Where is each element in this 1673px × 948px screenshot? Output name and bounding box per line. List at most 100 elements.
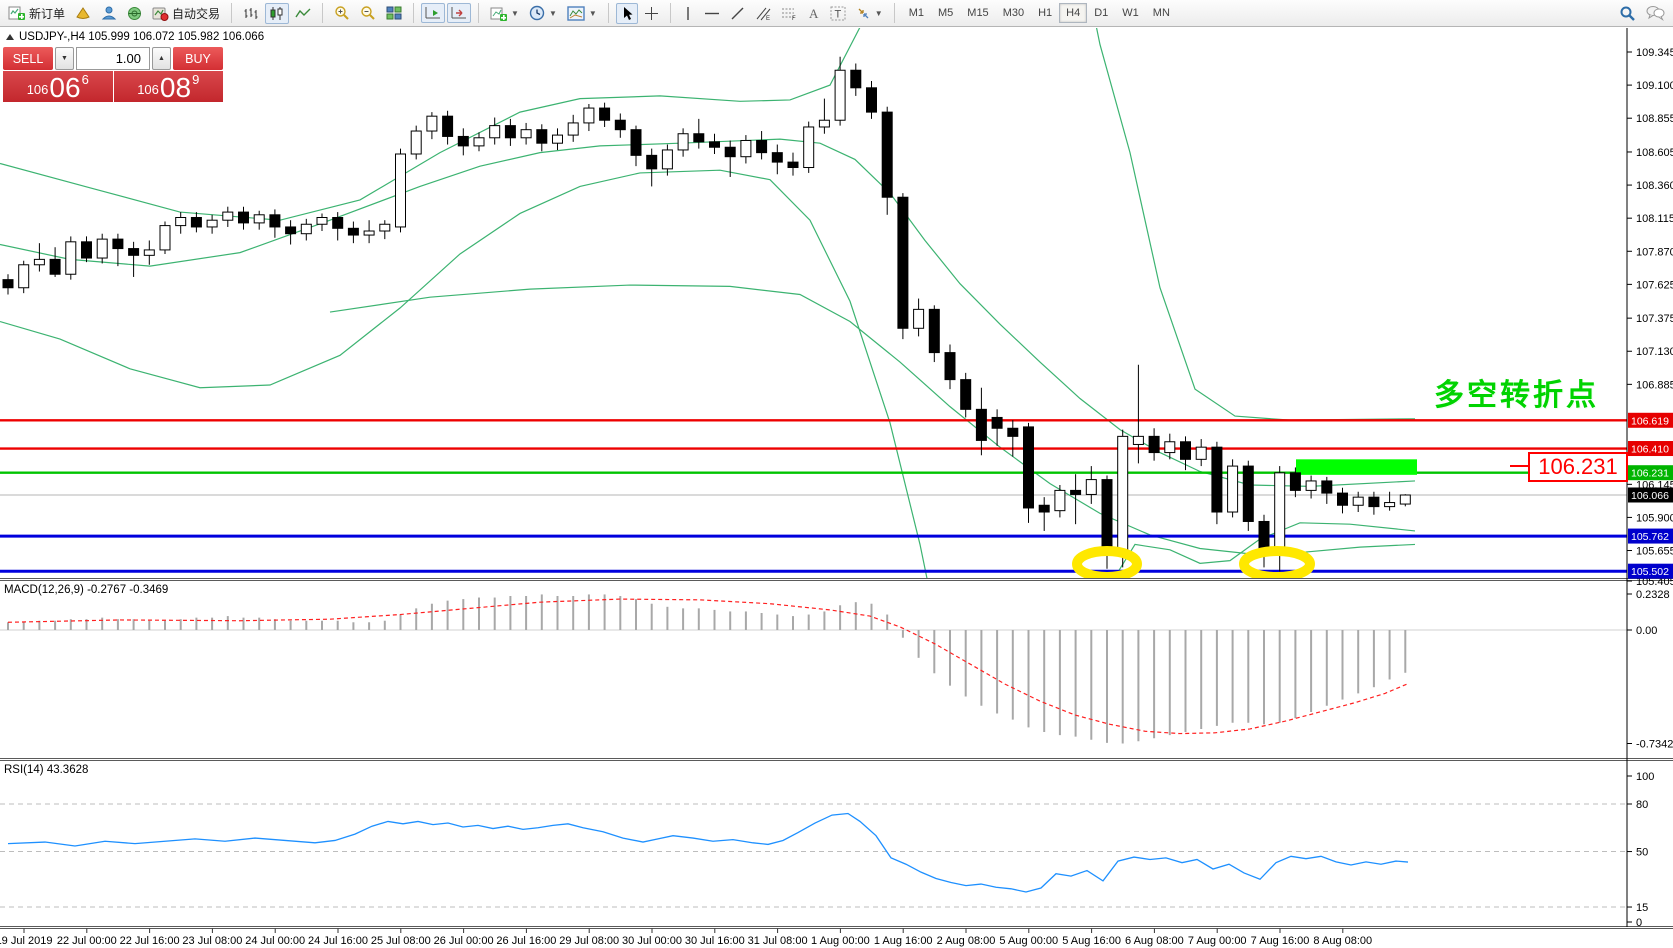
label-button[interactable]: T [826,3,850,24]
horizontal-line-button[interactable] [700,4,724,23]
svg-text:F: F [792,16,796,21]
candle-body [677,133,689,151]
contacts-icon [101,6,117,20]
time-label: 8 Aug 08:00 [1313,935,1372,947]
candle-body [960,379,972,410]
vertical-line-button[interactable] [678,3,698,24]
chart-area[interactable]: 109.345 109.100 108.855 108.605 108.360 108.1… [0,27,1673,948]
chevron-down-icon: ▼ [874,8,883,18]
candle-body [646,154,658,170]
zoom-in-icon [335,6,349,20]
sell-price[interactable]: 106 06 6 [3,71,113,102]
candle-body [1070,489,1082,495]
candle-body [1289,472,1301,491]
tile-windows-button[interactable] [382,3,406,23]
price-tick-label: 109.100 [1636,80,1673,92]
price-badge-105.502 [1628,563,1673,579]
price-chart[interactable]: 109.345 109.100 108.855 108.605 108.360 108.1… [0,27,1673,948]
candle-body [599,107,611,121]
candle-body [1352,496,1364,506]
zoom-in-button[interactable] [330,2,354,24]
candle-body [504,125,516,139]
candle-body [567,122,579,136]
buy-price[interactable]: 106 08 9 [113,71,223,102]
autotrade-button[interactable]: 自动交易 [148,2,224,25]
candle-body [316,216,328,225]
time-label: 2 Aug 08:00 [937,935,996,947]
volume-increase-button[interactable]: ▲ [152,47,171,70]
price-tick-label: 105.655 [1636,546,1673,558]
timeframe-m30[interactable]: M30 [1002,7,1025,19]
macd-tick-label: 0.00 [1636,625,1657,637]
svg-text:A: A [809,6,819,20]
candle-body [65,241,77,275]
macd-tick-label: -0.7342 [1636,739,1673,751]
timeframe-m1[interactable]: M1 [908,7,924,19]
timeframe-d1[interactable]: D1 [1094,7,1109,19]
candle-body [143,249,155,256]
candle-body [536,129,548,144]
fibonacci-button[interactable]: F [777,3,801,24]
candle-body [1227,465,1239,513]
channel-button[interactable]: E [751,3,775,24]
volume-input[interactable]: 1.00 [76,47,150,70]
period-button[interactable]: ▼ [525,2,561,24]
chat-button[interactable] [1642,2,1669,24]
price-tick-label: 109.345 [1636,47,1673,59]
candle-body [96,238,108,259]
candle-body [442,115,454,137]
big-price-label[interactable]: 106.231 [1528,452,1628,482]
new-chart-button[interactable]: ▼ [486,3,523,24]
arrows-button[interactable]: ▼ [852,3,887,24]
candle-body [928,308,940,354]
auto-scroll-button[interactable] [421,3,446,23]
line-chart-button[interactable] [291,3,315,24]
candle-body [693,133,705,143]
candle-body [1305,480,1317,491]
timeframe-m5[interactable]: M5 [938,7,954,19]
globe-button[interactable] [123,3,146,24]
toolbar-separator [322,3,324,23]
collapse-arrow-icon[interactable] [6,34,14,40]
svg-text:E: E [766,16,770,21]
timeframe-h1[interactable]: H1 [1038,7,1053,19]
candle-body [1023,426,1034,509]
bar-chart-icon [244,7,258,19]
price-tick-label: 107.375 [1636,313,1673,325]
chevron-down-icon: ▼ [511,8,519,18]
candle-body [709,141,720,148]
timeframe-m15[interactable]: M15 [967,7,989,19]
bar-chart-button[interactable] [239,3,263,24]
zoom-out-button[interactable] [356,2,380,24]
candle-body [756,139,768,154]
green-highlight-bar [1296,459,1417,475]
template-button[interactable]: ▼ [563,3,601,24]
candle-body [1384,502,1396,508]
timeframe-mn[interactable]: MN [1152,7,1170,19]
timeframe-h4[interactable]: H4 [1059,3,1088,23]
contacts-button[interactable] [97,3,121,23]
search-button[interactable] [1615,2,1640,25]
new-order-button[interactable]: 新订单 [4,2,69,25]
time-label: 30 Jul 16:00 [685,935,745,947]
buy-button[interactable]: BUY [173,47,223,70]
volume-decrease-button[interactable]: ▼ [55,47,74,70]
price-tick-label: 105.900 [1636,512,1673,524]
text-button[interactable]: A [803,3,824,23]
cursor-button[interactable] [615,2,638,24]
crosshair-icon [644,6,658,20]
crosshair-button[interactable] [640,3,663,24]
chart-shift-button[interactable] [447,3,472,23]
candle-body [944,352,956,381]
price-badge-label: 105.762 [1631,531,1669,543]
candle-body [897,196,909,329]
candlestick-chart-button[interactable] [265,2,290,24]
candle-body [473,137,485,147]
trendline-button[interactable] [726,3,749,24]
candle-body [913,308,925,329]
gold-profile-button[interactable] [71,3,95,23]
sell-button[interactable]: SELL [3,47,53,70]
candle-body [159,225,171,251]
tile-windows-icon [386,6,402,20]
timeframe-w1[interactable]: W1 [1122,7,1139,19]
